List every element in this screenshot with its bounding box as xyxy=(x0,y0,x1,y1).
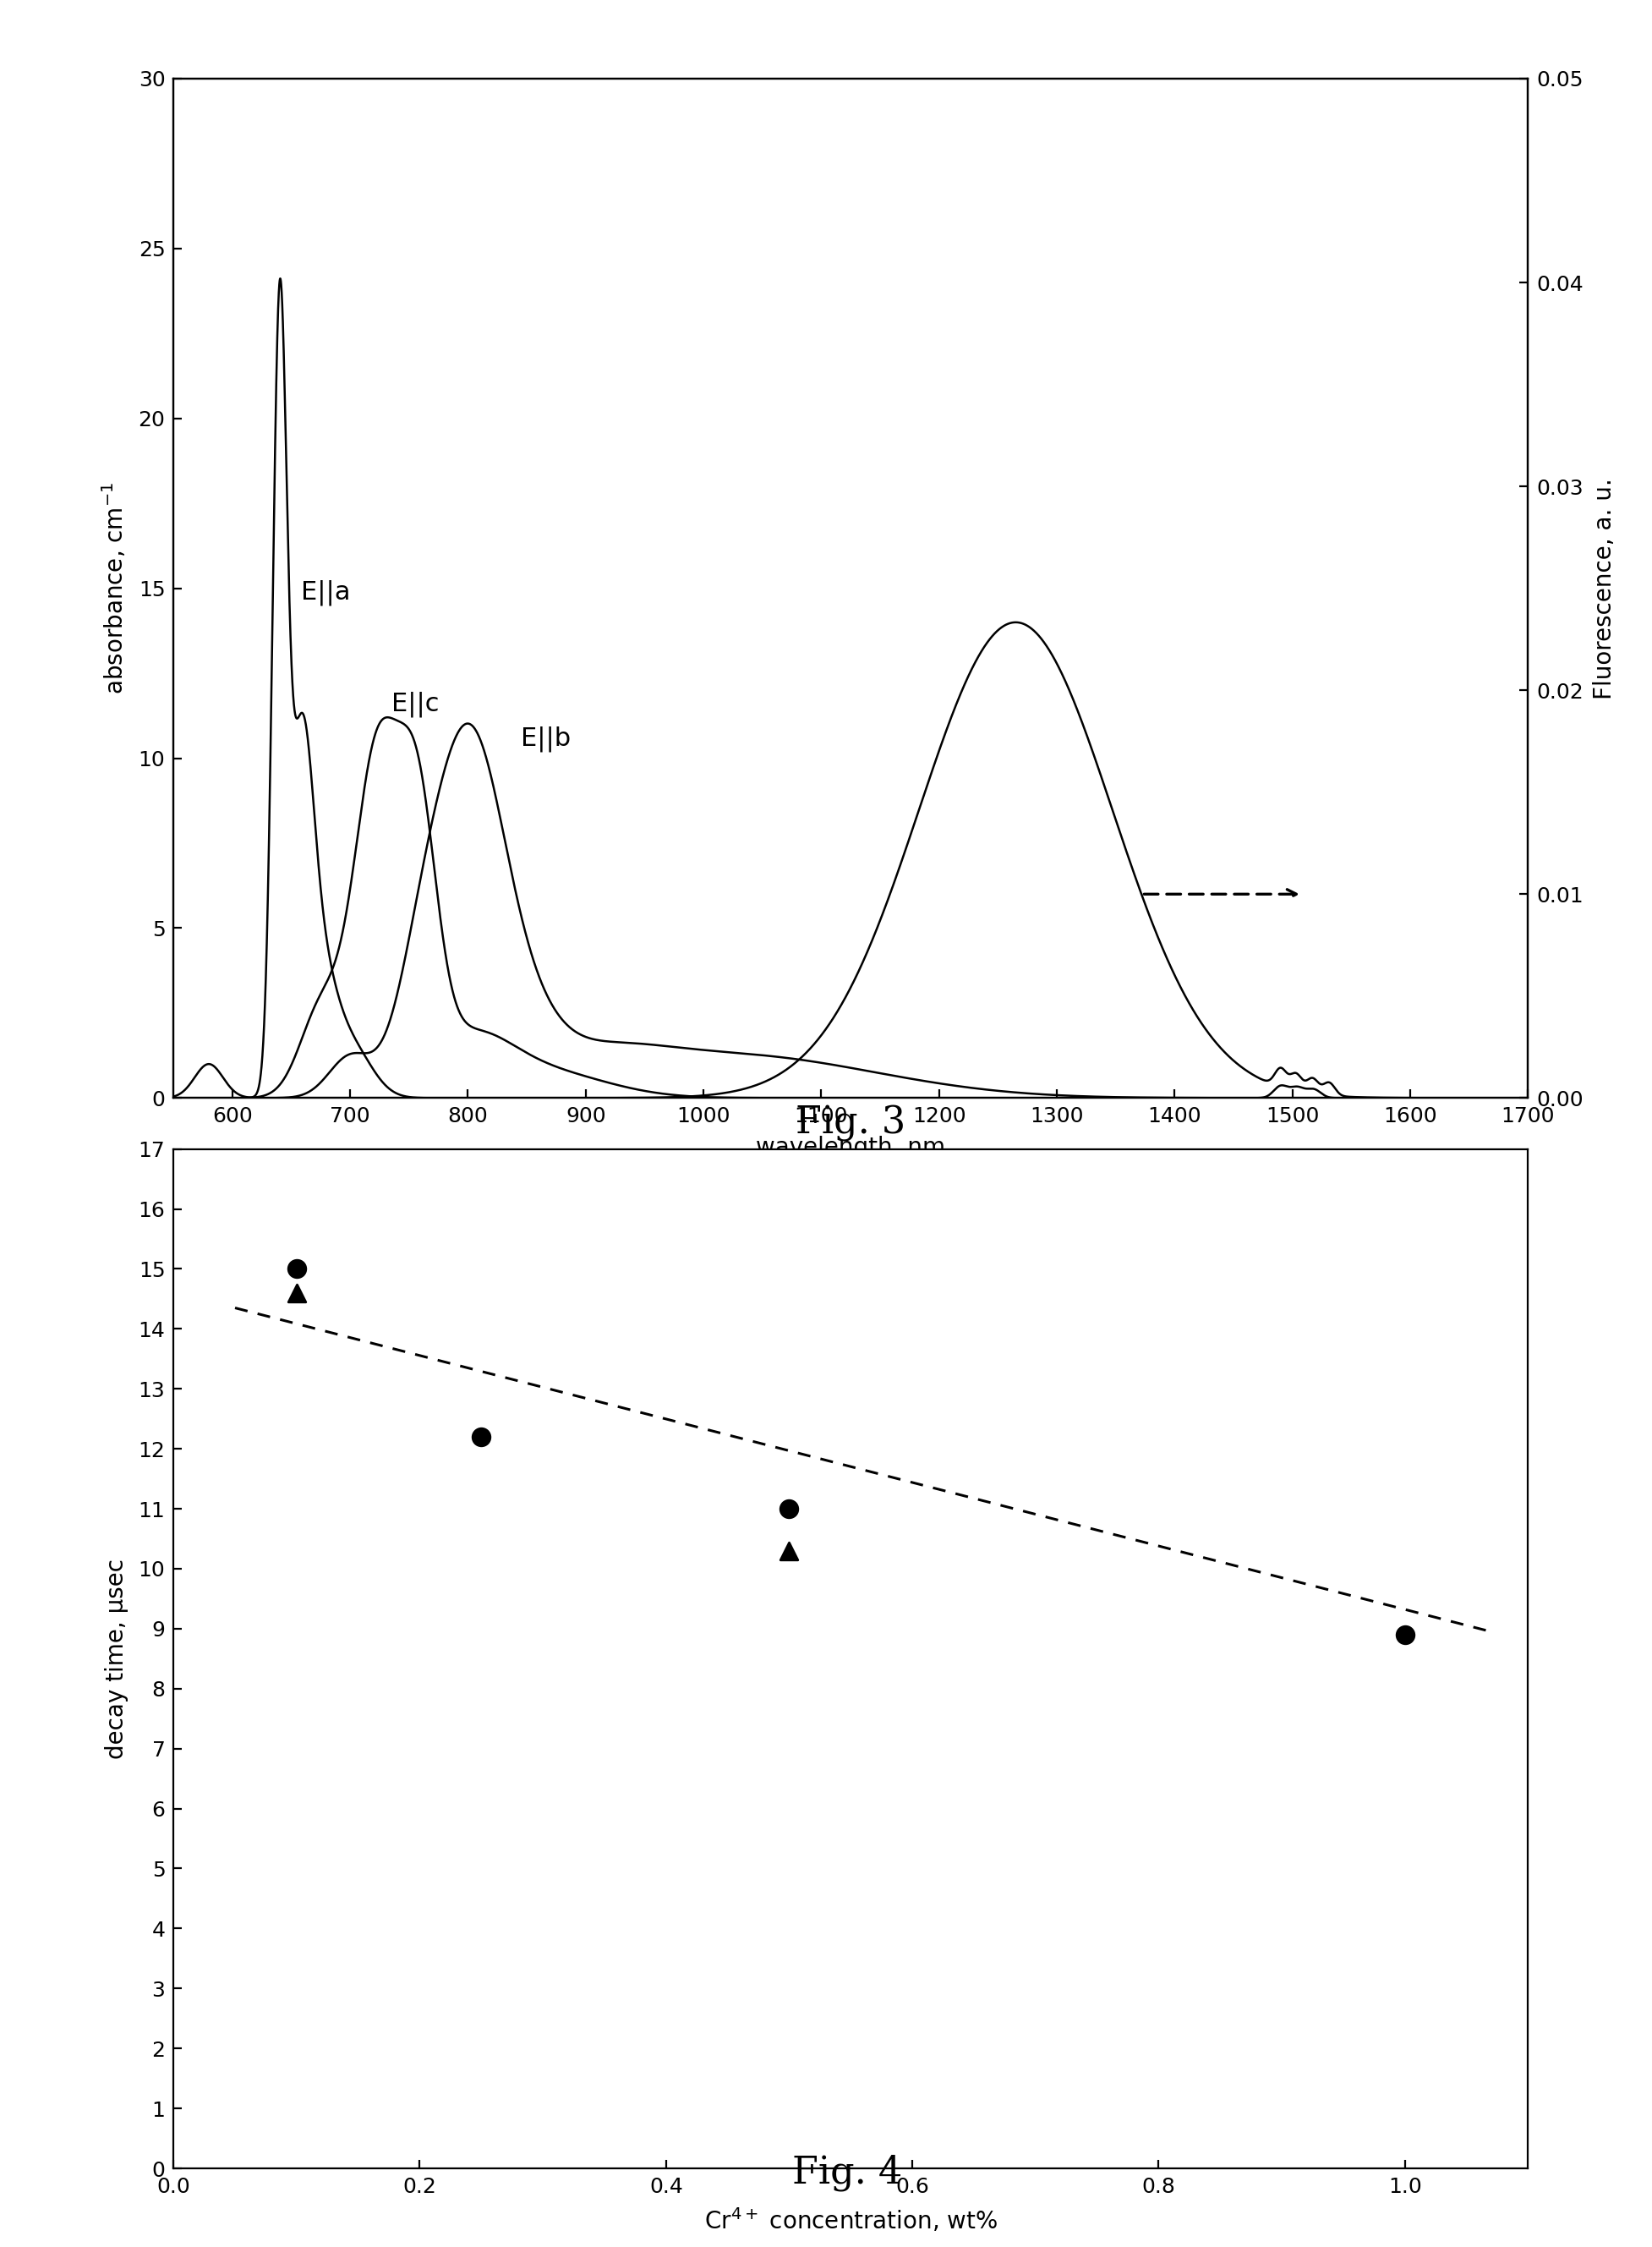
Text: Fig. 3: Fig. 3 xyxy=(796,1106,905,1141)
Point xyxy=(776,1532,803,1568)
Point xyxy=(1391,1616,1417,1652)
X-axis label: Cr$^{4+}$ concentration, wt%: Cr$^{4+}$ concentration, wt% xyxy=(704,2207,998,2234)
X-axis label: wavelength, nm: wavelength, nm xyxy=(757,1137,945,1159)
Point xyxy=(284,1274,311,1310)
Text: E||c: E||c xyxy=(392,692,439,717)
Text: Fig. 4: Fig. 4 xyxy=(793,2155,902,2191)
Text: E||b: E||b xyxy=(520,726,572,750)
Point xyxy=(468,1418,494,1454)
Text: E||a: E||a xyxy=(301,580,350,604)
Y-axis label: Fluorescence, a. u.: Fluorescence, a. u. xyxy=(1593,479,1617,699)
Y-axis label: absorbance, cm$^{-1}$: absorbance, cm$^{-1}$ xyxy=(101,483,129,694)
Point xyxy=(284,1252,311,1288)
Y-axis label: decay time, μsec: decay time, μsec xyxy=(106,1559,129,1759)
Point xyxy=(776,1490,803,1526)
